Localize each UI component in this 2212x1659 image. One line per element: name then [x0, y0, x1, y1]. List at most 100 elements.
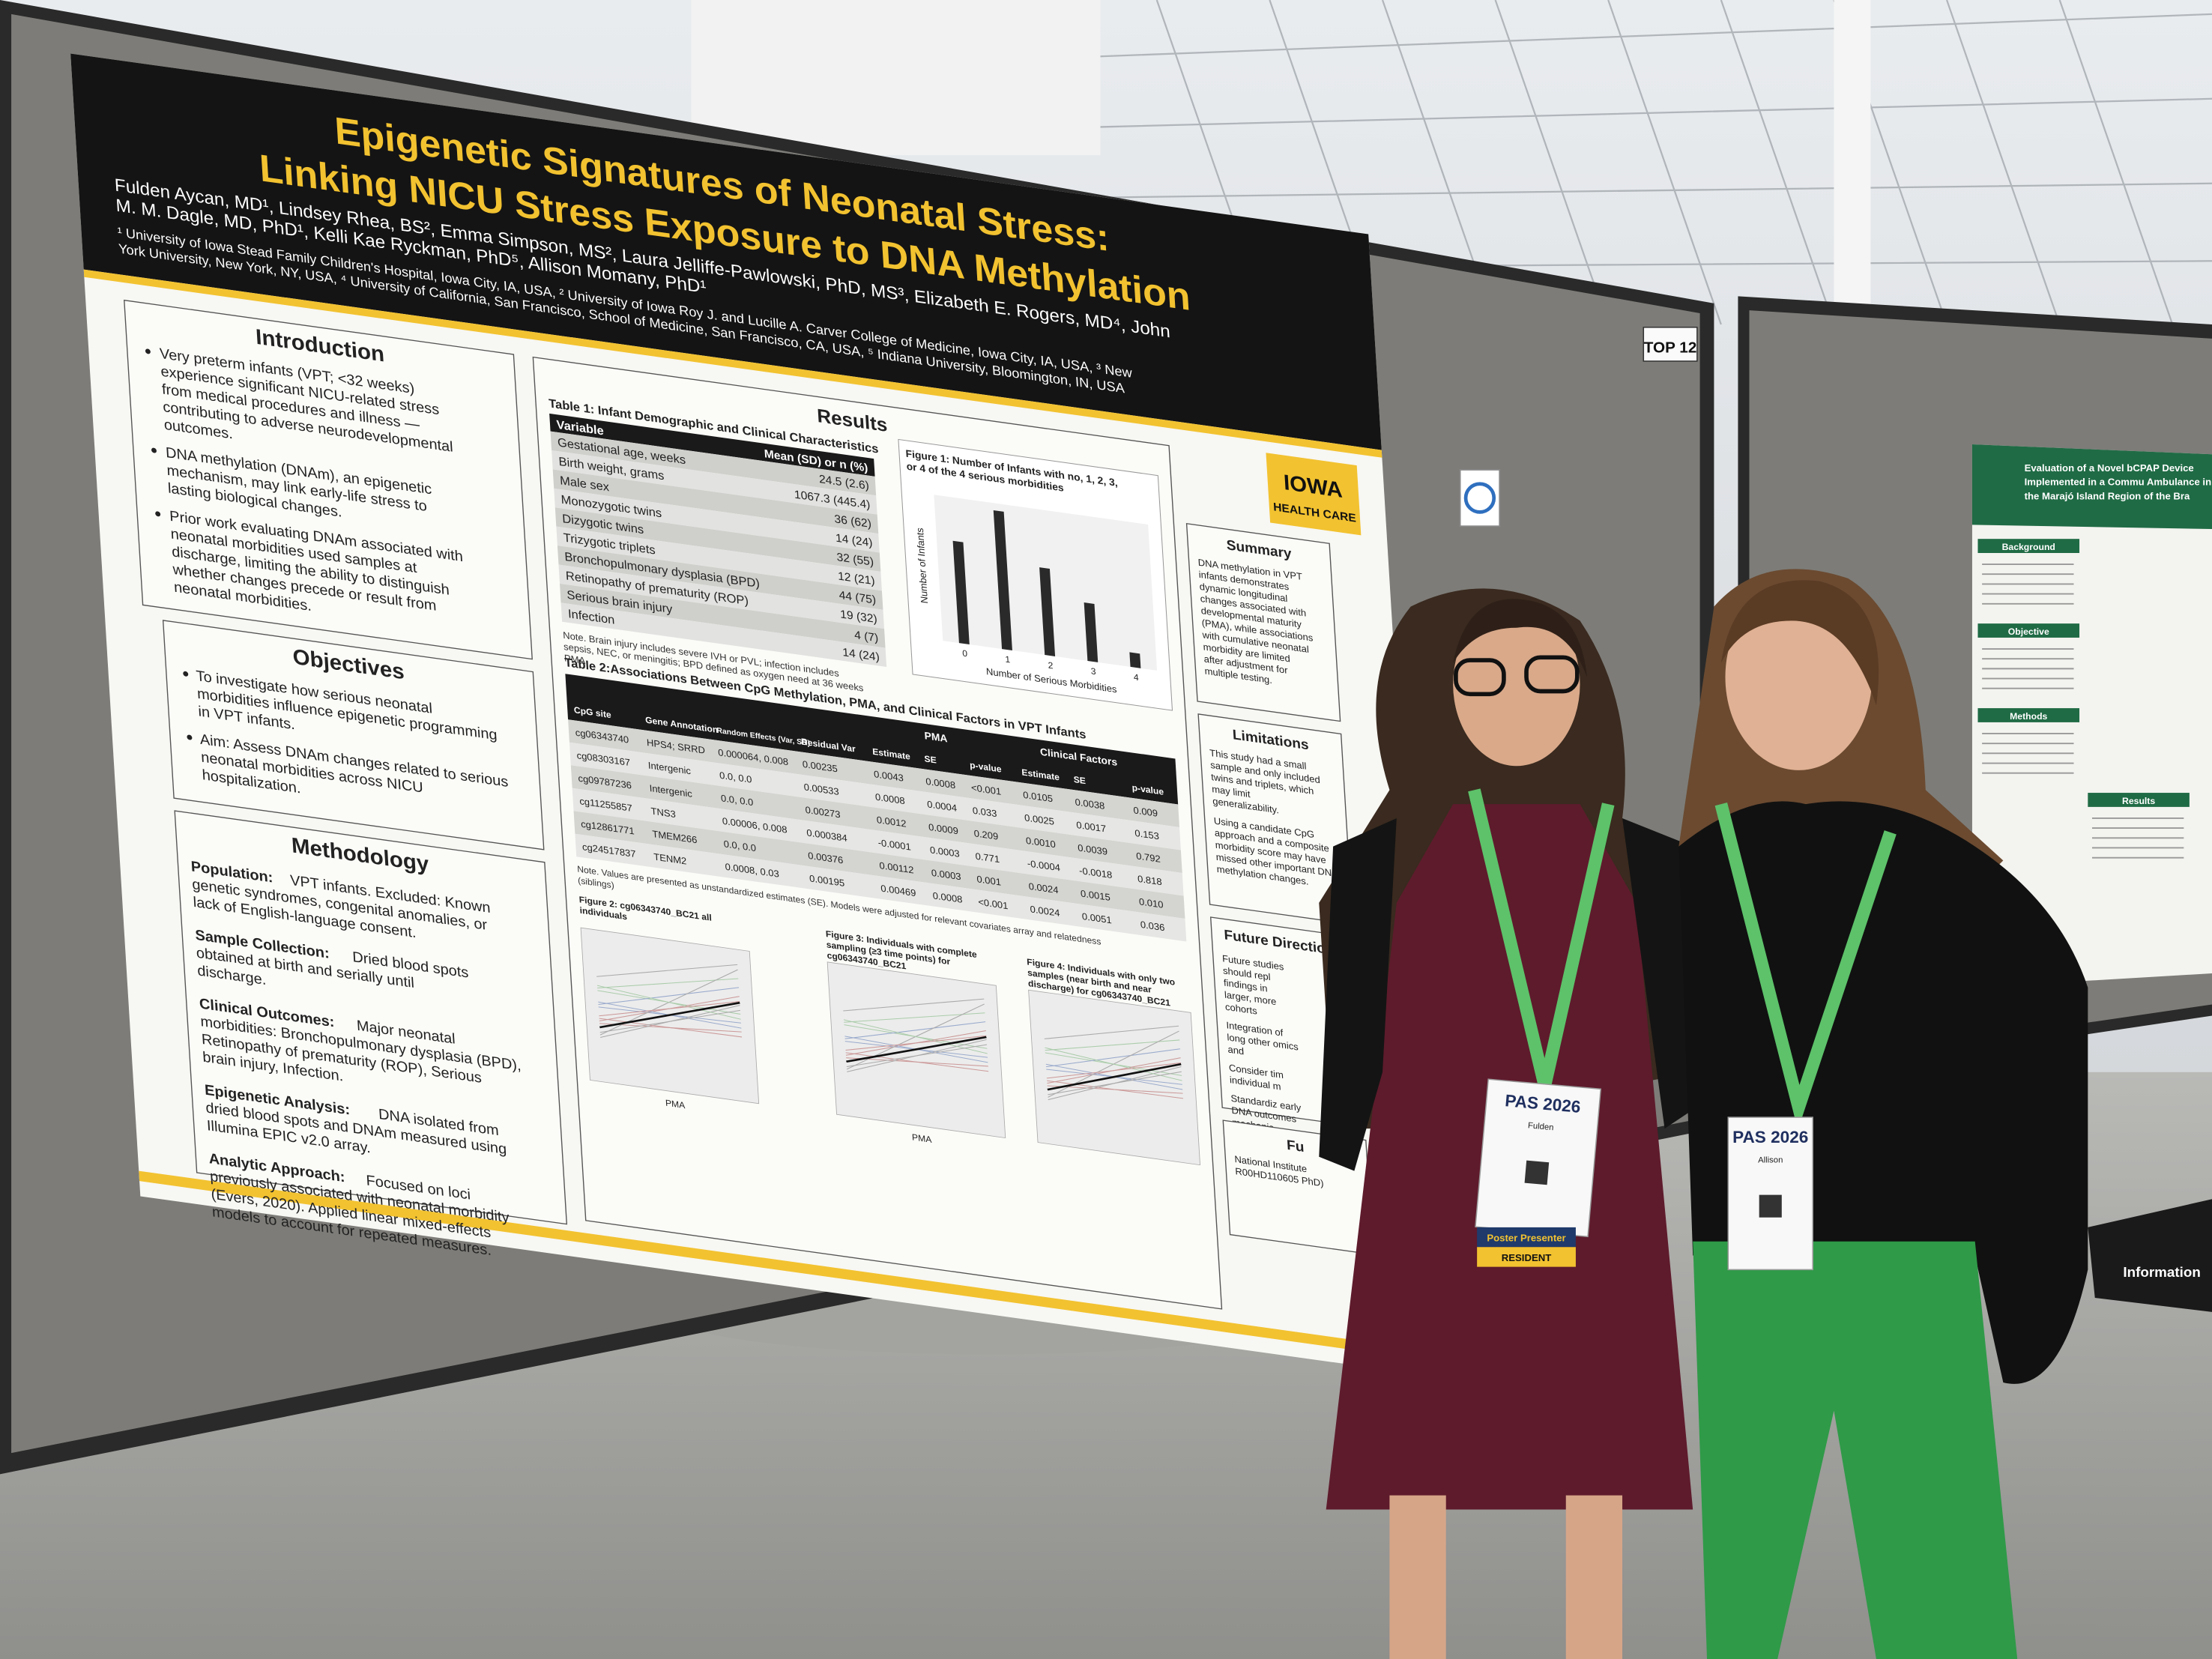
booth-tag-box [1643, 327, 1698, 362]
trajectory [1044, 1025, 1179, 1039]
trajectory [1045, 1047, 1182, 1081]
ribbon-text: RESIDENT [1502, 1252, 1552, 1263]
x-tick-label: 2 [1048, 660, 1054, 671]
trajectory [599, 1009, 741, 1033]
table-col: CpG site [573, 704, 611, 720]
table-cell: 4 (7) [854, 629, 879, 644]
table-cell: 0.0009 [928, 821, 959, 836]
trajectory [1046, 1062, 1182, 1079]
table-cell: 0.0003 [930, 844, 961, 859]
bag-text: Information [2123, 1264, 2200, 1280]
table-cell: 0.0008 [925, 776, 956, 791]
header-stripe [83, 269, 1382, 458]
bullet-text: Using a candidate CpG approach and a com… [1213, 815, 1341, 892]
table-cell: <0.001 [978, 896, 1009, 911]
trajectory [599, 1018, 743, 1038]
x-tick-label: 0 [962, 648, 968, 659]
table-cell: 0.0004 [927, 799, 958, 814]
trajectory [599, 1000, 740, 1017]
x-tick-label: 1 [1005, 654, 1011, 665]
trajectory [845, 1052, 989, 1072]
section-heading: Methods [2010, 711, 2047, 722]
table-cell: 0.792 [1136, 850, 1161, 865]
section-bar [1977, 539, 2080, 553]
table-cell: 36 (62) [834, 513, 871, 531]
table-col: SE [1073, 774, 1086, 786]
table-cell: 0.209 [973, 827, 998, 841]
second-poster [1971, 444, 2212, 988]
table-col: p-value [970, 760, 1003, 775]
bullet [145, 348, 151, 354]
table-row [556, 526, 882, 591]
booth-tag: TOP 12 [1644, 339, 1697, 357]
table-cell: 0.0, 0.0 [721, 792, 754, 808]
table-cell: 0.0105 [1023, 789, 1054, 804]
table-cell: -0.0018 [1079, 865, 1113, 880]
table-cell: 0.0025 [1024, 812, 1055, 827]
table-row [554, 507, 881, 572]
poster-header [70, 53, 1382, 450]
table-cell: 0.0003 [931, 867, 961, 882]
table-cell: 12 (21) [838, 570, 875, 588]
table-row [569, 742, 1181, 850]
table-cell: 0.0043 [874, 768, 904, 783]
x-tick-label: 4 [1133, 672, 1139, 683]
section-heading: Results [2122, 796, 2155, 806]
badge-name: Fulden [1528, 1121, 1554, 1132]
table-cell: 32 (55) [836, 551, 874, 569]
bullet-text: Integration of long other omics and [1226, 1019, 1302, 1065]
section-heading: Fu [1287, 1137, 1305, 1155]
table-cell: 0.0008 [932, 890, 963, 905]
table-cell: 44 (75) [838, 589, 876, 607]
column [691, 0, 1101, 156]
section-heading: Objective [2008, 626, 2049, 637]
table-row [550, 431, 877, 496]
table-cell: 0.0012 [876, 814, 907, 829]
table-header [565, 674, 1179, 805]
table-cell: 0.0017 [1076, 819, 1107, 834]
table-cell: 0.0008 [875, 791, 906, 806]
badge-event: PAS 2026 [1732, 1128, 1808, 1146]
table-cell: -0.0004 [1027, 858, 1060, 874]
poster: Epigenetic Signatures of Neonatal Stress… [70, 53, 1439, 1377]
table-header [549, 413, 875, 477]
bullet [187, 734, 193, 740]
section-bar [1977, 623, 2080, 638]
table-cell: 0.00469 [880, 883, 916, 898]
table-cell: 0.000384 [806, 827, 847, 844]
table-row [575, 833, 1187, 942]
table-cell: 0.00195 [809, 873, 845, 889]
table-cell: TENM2 [653, 851, 687, 867]
panel [1197, 713, 1353, 925]
table-cell: TNS3 [650, 806, 676, 820]
ribbon-text: Poster Presenter [1487, 1233, 1565, 1244]
panel [162, 620, 545, 850]
ribbon [1477, 1247, 1576, 1267]
table-cell: 0.00273 [805, 804, 841, 820]
summary-text: DNA methylation in VPT infants demonstra… [1197, 557, 1319, 692]
bullet [155, 511, 161, 517]
bar [1039, 567, 1056, 656]
x-tick-label: 3 [1090, 666, 1096, 677]
logo-box [1266, 453, 1362, 536]
table-cell: 0.0024 [1030, 904, 1060, 919]
bullet [183, 671, 189, 677]
badge [1727, 1116, 1813, 1271]
table-cell: 0.0051 [1081, 910, 1112, 925]
section-bar [1977, 708, 2080, 722]
table-cell: 0.00112 [879, 859, 914, 875]
bar [1084, 602, 1099, 662]
section-heading: Background [2002, 542, 2055, 552]
footer-stripe [139, 1170, 1438, 1362]
trajectory [846, 1044, 988, 1068]
trajectory [843, 998, 985, 1012]
trajectory [1045, 1048, 1181, 1068]
panel [174, 810, 568, 1225]
table-cell: <0.001 [971, 782, 1002, 797]
second-poster-title: Evaluation of a Novel bCPAP Device Imple… [2025, 462, 2212, 502]
second-poster-content: Evaluation of a Novel bCPAP Device Imple… [1977, 462, 2212, 859]
table-cell: 0.0, 0.0 [723, 838, 756, 853]
table-row [570, 765, 1182, 873]
table-cell: 14 (24) [842, 646, 880, 664]
table-cell: 0.033 [972, 805, 997, 819]
